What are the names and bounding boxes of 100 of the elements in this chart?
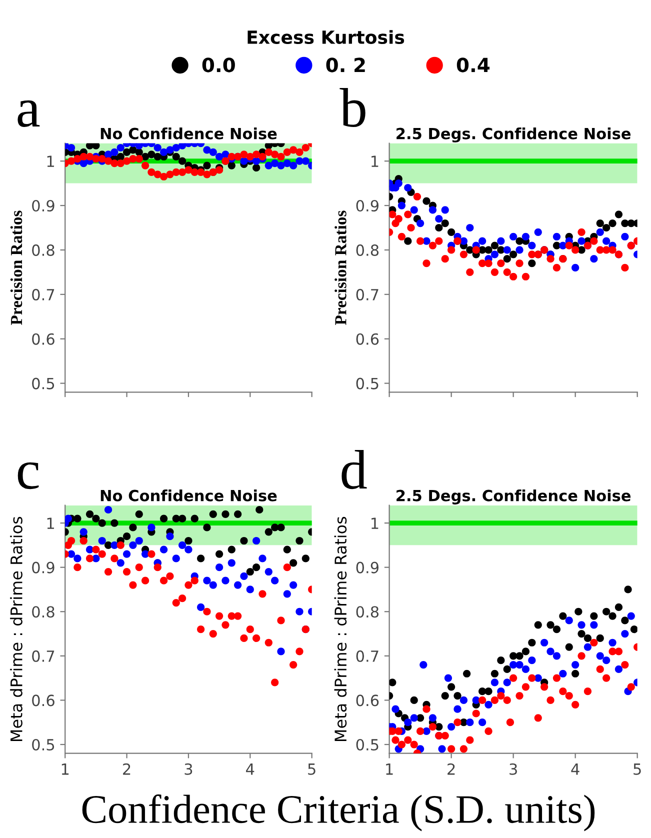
point [506, 718, 514, 726]
point [572, 246, 580, 254]
point [197, 626, 205, 634]
point [584, 643, 592, 651]
x-tick-label: 5 [634, 764, 641, 775]
point [490, 678, 499, 686]
point [590, 237, 598, 245]
point [178, 168, 186, 176]
point [448, 228, 456, 236]
point [460, 696, 468, 704]
point [129, 541, 137, 549]
point [98, 519, 106, 527]
point [209, 581, 217, 589]
point [546, 255, 554, 263]
y-tick-label: 0.6 [32, 333, 54, 345]
point [428, 722, 437, 731]
point [240, 572, 248, 580]
point [184, 546, 192, 554]
point [552, 626, 561, 634]
point [86, 510, 94, 518]
point [466, 224, 474, 232]
point [630, 626, 638, 634]
point [197, 554, 205, 562]
point [116, 159, 124, 168]
point [246, 568, 254, 576]
point [116, 144, 124, 152]
point [264, 528, 272, 536]
y-tick-label: 1 [372, 518, 378, 529]
point [296, 648, 304, 656]
point [209, 148, 217, 156]
point [590, 612, 598, 620]
point [203, 576, 211, 584]
point [540, 638, 548, 646]
point [596, 665, 604, 674]
point [522, 665, 530, 674]
point [166, 170, 174, 178]
point [148, 524, 156, 532]
y-tick-label: 0.9 [32, 200, 54, 212]
point [92, 514, 100, 522]
point [448, 745, 456, 753]
point [222, 621, 230, 629]
point [522, 232, 530, 240]
point [621, 232, 629, 240]
point [503, 268, 511, 276]
point [578, 237, 586, 245]
point [621, 264, 629, 272]
point [484, 259, 492, 268]
point [565, 643, 573, 651]
point [283, 590, 291, 598]
point [578, 630, 586, 638]
point [234, 612, 242, 620]
y-axis-title: Meta dPrime : dPrime Ratios [334, 516, 347, 741]
point [172, 554, 180, 562]
point [246, 152, 254, 160]
point [160, 576, 168, 584]
point [283, 159, 291, 168]
point [584, 634, 592, 642]
point [422, 259, 430, 268]
point [122, 148, 131, 156]
point [407, 224, 415, 232]
y-tick-label: 0.7 [32, 288, 54, 300]
point [290, 559, 298, 567]
point [546, 696, 554, 704]
point [252, 536, 260, 545]
point [428, 206, 437, 214]
point [608, 638, 616, 646]
point [410, 714, 418, 722]
point [435, 215, 443, 223]
point [283, 564, 291, 572]
point [478, 259, 486, 268]
chart-title: 2.5 Degs. Confidence Noise [396, 490, 631, 504]
point [135, 143, 143, 150]
point [222, 510, 230, 518]
point [404, 237, 412, 245]
point [441, 206, 449, 214]
point [410, 206, 418, 214]
point [166, 572, 174, 580]
y-axis-title: Meta dPrime : dPrime Ratios [10, 516, 22, 741]
point [122, 568, 131, 576]
point [104, 541, 112, 549]
point [404, 736, 412, 744]
point [271, 576, 279, 584]
point [264, 148, 272, 156]
point [565, 692, 573, 700]
x-tick-label: 3 [184, 763, 192, 775]
text: a [18, 100, 40, 128]
point [621, 616, 629, 624]
point [428, 242, 437, 250]
point [565, 616, 573, 624]
point [264, 162, 272, 170]
point [540, 683, 548, 691]
point [534, 621, 542, 629]
point [392, 705, 400, 713]
point [203, 608, 211, 616]
x-tick-label: 3 [510, 763, 517, 775]
chart-title: 2.5 Degs. Confidence Noise [396, 128, 631, 142]
point [252, 634, 260, 642]
point [528, 674, 536, 682]
point [80, 536, 88, 545]
point [184, 166, 192, 174]
